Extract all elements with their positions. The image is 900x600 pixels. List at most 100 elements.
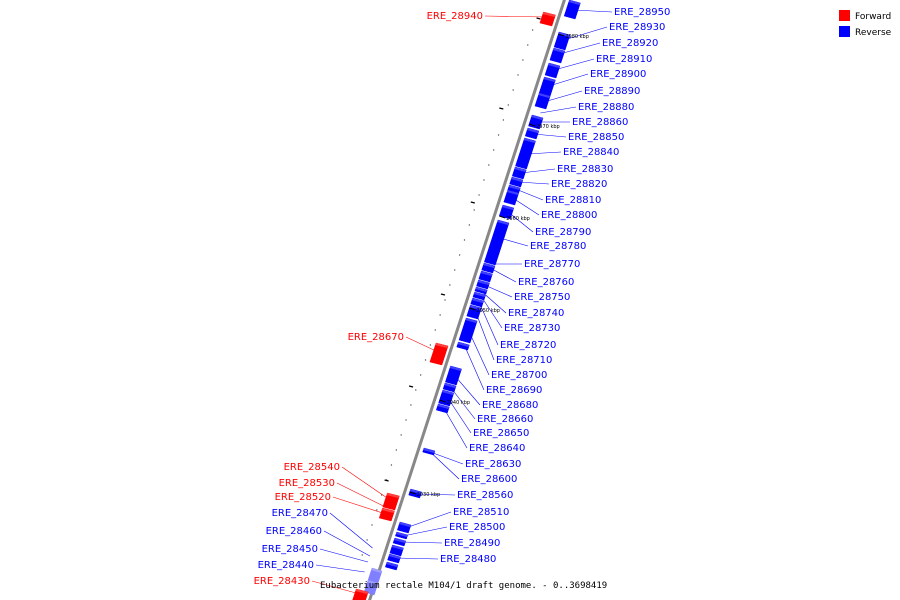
reverse-gene-block-5-shade	[538, 93, 551, 98]
scale-tick-mark	[499, 215, 506, 219]
reverse-gene-block-30	[397, 521, 412, 534]
reverse-gene-block-1	[553, 31, 571, 51]
forward-gene-block-2	[382, 492, 400, 511]
reverse-gene-block-35	[385, 561, 399, 571]
reverse-gene-label-29-connector	[430, 451, 464, 465]
reverse-gene-block-12-shade	[506, 190, 519, 195]
reverse-gene-block-23-shade	[457, 342, 470, 347]
forward-gene-label-3: ERE_28530	[279, 478, 335, 489]
reverse-gene-label-20-connector	[480, 295, 503, 329]
tick-dot	[449, 284, 451, 286]
reverse-gene-label-21-connector	[478, 301, 499, 346]
reverse-gene-block-9	[511, 166, 527, 180]
reverse-gene-left-label-0-connector	[329, 512, 373, 549]
scale-tick-label: 2970 kbp	[536, 124, 560, 130]
reverse-gene-label-29: ERE_28630	[465, 459, 521, 470]
tick-dot	[454, 269, 456, 271]
tick-dot	[488, 164, 490, 166]
reverse-gene-block-34-shade	[388, 554, 401, 559]
reverse-gene-left-label-3: ERE_28440	[258, 560, 314, 571]
reverse-gene-block-30-shade	[398, 522, 411, 527]
scale-tick-label: 2960 kbp	[506, 216, 530, 222]
tick-dots	[361, 29, 534, 556]
reverse-gene-block-27-shade	[437, 404, 450, 409]
tick-dash	[384, 479, 389, 482]
reverse-gene-block-15-shade	[483, 263, 496, 268]
tick-dot	[361, 554, 363, 556]
reverse-gene-label-28-connector	[444, 408, 468, 449]
tick-dot	[444, 299, 446, 301]
tick-dot	[502, 119, 505, 121]
reverse-gene-block-28-shade	[422, 448, 435, 453]
tick-dot	[531, 29, 534, 31]
reverse-gene-block-4-shade	[543, 77, 556, 82]
reverse-gene-label-2-connector	[559, 42, 601, 55]
reverse-gene-block-1-shade	[557, 32, 570, 37]
forward-gene-block-3-shade	[381, 508, 395, 513]
reverse-gene-label-4-connector	[549, 73, 589, 87]
reverse-gene-label-35-connector	[395, 557, 439, 560]
reverse-gene-label-30-connector	[430, 451, 460, 480]
reverse-gene-block-3-shade	[547, 63, 560, 68]
reverse-gene-label-22-connector	[475, 311, 495, 361]
tick-dashes	[384, 17, 541, 482]
reverse-gene-block-24	[445, 365, 462, 386]
reverse-gene-block-29-shade	[409, 489, 422, 494]
reverse-gene-block-28	[422, 447, 436, 456]
reverse-gene-left-block-1-shade	[367, 580, 379, 585]
reverse-gene-label-28: ERE_28640	[469, 443, 525, 454]
reverse-gene-label-1-connector	[563, 26, 608, 41]
reverse-gene-label-20: ERE_28730	[504, 323, 560, 334]
reverse-gene-label-5: ERE_28890	[584, 86, 640, 97]
reverse-gene-block-23	[456, 341, 470, 351]
reverse-gene-label-16: ERE_28770	[524, 259, 580, 270]
reverse-gene-label-33: ERE_28500	[449, 522, 505, 533]
forward-gene-label-5-connector	[311, 580, 360, 595]
forward-gene-label-1: ERE_28670	[348, 332, 404, 343]
reverse-gene-block-34	[387, 553, 401, 564]
tick-dot	[527, 44, 529, 46]
reverse-gene-block-0-shade	[568, 0, 581, 5]
reverse-gene-block-18	[474, 286, 488, 295]
scale-tick-mark	[409, 491, 416, 495]
reverse-gene-block-31-shade	[395, 532, 408, 537]
forward-gene-label-1-connector	[405, 336, 439, 353]
gene-labels: ERE_28950 ERE_28930 ERE_28920 ERE_28910 ERE_…	[254, 7, 671, 587]
tick-dash	[408, 385, 414, 388]
reverse-gene-block-6-shade	[531, 115, 544, 120]
reverse-gene-left-label-2-connector	[319, 548, 369, 563]
tick-dot	[405, 419, 407, 421]
reverse-gene-block-3	[544, 62, 561, 79]
reverse-gene-block-14-shade	[496, 220, 509, 225]
tick-dot	[371, 524, 373, 526]
reverse-gene-label-34-connector	[401, 541, 443, 544]
reverse-gene-block-13-shade	[501, 205, 514, 210]
reverse-gene-block-13	[498, 204, 515, 220]
reverse-gene-label-10: ERE_28830	[557, 164, 613, 175]
reverse-gene-block-15	[481, 262, 496, 274]
reverse-gene-label-6-connector	[540, 106, 577, 114]
forward-gene-label-4-connector	[332, 496, 386, 515]
tick-dot	[424, 359, 427, 361]
reverse-gene-left-block-1	[363, 579, 379, 596]
reverse-gene-label-15-connector	[499, 237, 529, 247]
tick-dot	[473, 209, 475, 211]
reverse-gene-block-33-shade	[391, 545, 404, 550]
reverse-gene-block-16-shade	[480, 271, 493, 276]
forward-gene-label-5: ERE_28430	[254, 576, 310, 587]
tick-dot	[468, 224, 471, 226]
reverse-gene-label-19: ERE_28740	[508, 308, 564, 319]
reverse-gene-label-31-connector	[416, 493, 456, 496]
reverse-gene-block-17	[476, 279, 490, 290]
reverse-gene-left-label-1: ERE_28460	[266, 526, 322, 537]
reverse-gene-label-12: ERE_28810	[545, 195, 601, 206]
reverse-gene-label-23-connector	[468, 331, 490, 376]
reverse-gene-block-18-shade	[475, 287, 488, 292]
tick-dot	[434, 329, 436, 331]
reverse-gene-block-10	[509, 176, 524, 188]
reverse-gene-block-7-shade	[526, 128, 539, 133]
reverse-gene-label-11: ERE_28820	[551, 179, 607, 190]
reverse-gene-block-25	[442, 382, 457, 393]
forward-gene-label-2-connector	[341, 466, 391, 501]
